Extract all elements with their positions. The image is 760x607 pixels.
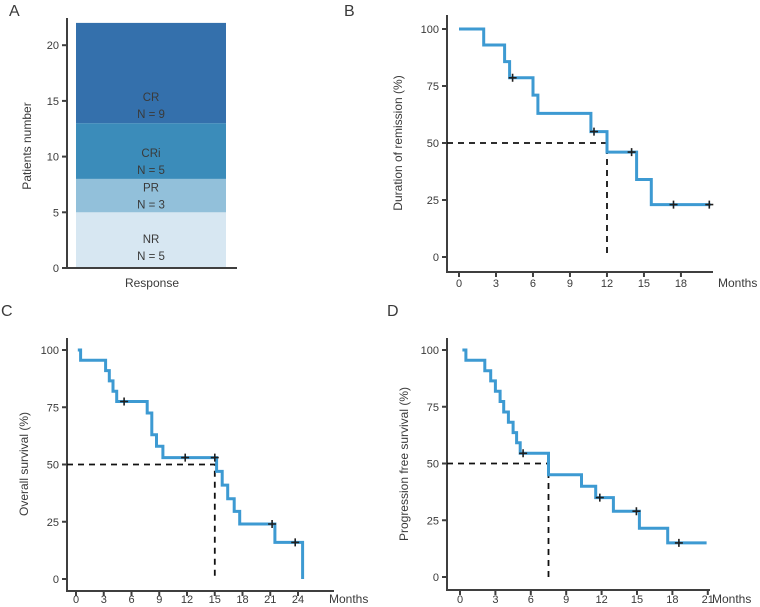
x-axis-tick-label: 18 — [666, 594, 678, 606]
bar-segment-cr — [76, 22, 226, 124]
x-axis-tick-label: 6 — [528, 594, 534, 606]
bar-segment-count-label: N = 3 — [137, 200, 165, 212]
x-axis-tick-label: 6 — [128, 594, 134, 606]
panel-b-duration-of-remission-km-chart: 0 25 50 75 100 Duration of remission (%) 0 3 6 9 1… — [391, 15, 757, 290]
y-axis-tick-label: 0 — [53, 263, 59, 275]
censor-mark — [590, 127, 599, 136]
panel-label-a: A — [9, 3, 20, 20]
x-axis-tick-label: 9 — [563, 594, 569, 606]
bar-segment-pr — [76, 178, 226, 213]
censor-mark — [669, 200, 678, 209]
x-axis-tick-label: 21 — [264, 594, 276, 606]
x-axis-tick-label: 15 — [631, 594, 643, 606]
y-axis-tick-label: 5 — [53, 207, 59, 219]
y-axis-title: Progression free survival (%) — [397, 387, 411, 541]
km-survival-curve — [462, 348, 707, 545]
y-axis-tick-label: 50 — [427, 138, 439, 150]
y-axis-tick-label: 75 — [427, 402, 439, 414]
x-axis-tick-label: 12 — [601, 278, 613, 290]
y-axis-title: Duration of remission (%) — [391, 75, 405, 210]
x-axis-tick-label: 3 — [493, 278, 499, 290]
x-axis-tick-label: 15 — [209, 594, 221, 606]
x-axis-tick-label: 15 — [638, 278, 650, 290]
y-axis-tick-label: 0 — [433, 572, 439, 584]
censor-mark — [632, 507, 641, 516]
censor-mark — [120, 397, 129, 406]
median-dashed-line — [67, 463, 216, 579]
x-axis-tick-label: 12 — [595, 594, 607, 606]
y-axis-tick-label: 0 — [53, 574, 59, 586]
x-axis-tick-label: 3 — [101, 594, 107, 606]
y-axis-tick-label: 0 — [433, 252, 439, 264]
y-axis-title: Overall survival (%) — [17, 412, 31, 516]
y-axis-title: Patients number — [20, 102, 34, 189]
x-axis-tick-label: 9 — [156, 594, 162, 606]
censor-mark — [595, 493, 604, 502]
censor-mark — [210, 453, 219, 462]
y-axis-tick-label: 100 — [421, 345, 439, 357]
y-axis-tick-label: 15 — [47, 96, 59, 108]
y-axis-tick-label: 10 — [47, 152, 59, 164]
y-axis-tick-label: 25 — [427, 195, 439, 207]
x-axis-title-months: Months — [718, 276, 757, 290]
x-axis-tick-label: 3 — [492, 594, 498, 606]
bar-segment-nr — [76, 212, 226, 268]
censor-mark — [181, 453, 190, 462]
x-axis-tick-label: 0 — [456, 278, 462, 290]
median-dashed-line — [447, 142, 608, 257]
y-axis-tick-label: 100 — [421, 24, 439, 36]
x-axis-tick-label: 0 — [457, 594, 463, 606]
bar-segment-count-label: N = 5 — [137, 165, 165, 177]
y-axis-tick-label: 75 — [427, 81, 439, 93]
panel-label-c: C — [1, 303, 13, 320]
panel-d-progression-free-survival-km-chart: 0 25 50 75 100 Progression free survival (%) 0… — [397, 338, 751, 606]
y-axis-tick-label: 25 — [47, 517, 59, 529]
censor-mark — [627, 148, 636, 157]
bar-segment-count-label: N = 9 — [137, 109, 165, 121]
censor-mark — [705, 200, 714, 209]
x-axis-tick-label: 18 — [236, 594, 248, 606]
x-axis-title: Response — [125, 276, 179, 290]
panel-label-d: D — [387, 303, 399, 320]
censor-mark — [674, 538, 683, 547]
x-axis-tick-label: 9 — [567, 278, 573, 290]
x-axis-tick-label: 24 — [292, 594, 304, 606]
bar-segment-label: CRi — [141, 148, 160, 160]
x-axis-title-months: Months — [329, 592, 368, 606]
censor-mark — [291, 538, 300, 547]
panel-c-overall-survival-km-chart: 0 25 50 75 100 Overall survival (%) 0 3 6 9 12 15 18… — [17, 338, 368, 606]
censor-mark — [519, 449, 528, 458]
y-axis-tick-label: 50 — [427, 459, 439, 471]
x-axis-tick-label: 21 — [702, 594, 714, 606]
panel-label-b: B — [344, 3, 355, 20]
x-axis-tick-label: 12 — [181, 594, 193, 606]
x-axis-tick-label: 6 — [530, 278, 536, 290]
x-axis-title-months: Months — [712, 592, 751, 606]
bar-segment-label: CR — [143, 92, 160, 104]
y-axis-tick-label: 75 — [47, 402, 59, 414]
y-axis-tick-label: 25 — [427, 515, 439, 527]
km-survival-curve — [77, 348, 305, 579]
x-axis-tick-label: 18 — [675, 278, 687, 290]
bar-segment-label: NR — [143, 234, 160, 246]
bar-segment-count-label: N = 5 — [137, 251, 165, 263]
y-axis-tick-label: 50 — [47, 460, 59, 472]
median-dashed-line — [447, 462, 550, 577]
censor-mark — [268, 520, 277, 528]
censor-mark — [508, 73, 517, 82]
y-axis-tick-label: 100 — [41, 345, 59, 357]
panel-a-response-bar-chart: NR N = 5 PR N = 3 CRi N = 5 CR N = 9 0 5 10 15 20 Pat… — [20, 18, 237, 290]
y-axis-tick-label: 20 — [47, 40, 59, 52]
x-axis-tick-label: 0 — [73, 594, 79, 606]
km-survival-curve — [459, 27, 711, 207]
bar-segment-label: PR — [143, 183, 159, 195]
bar-segment-cri — [76, 123, 226, 179]
